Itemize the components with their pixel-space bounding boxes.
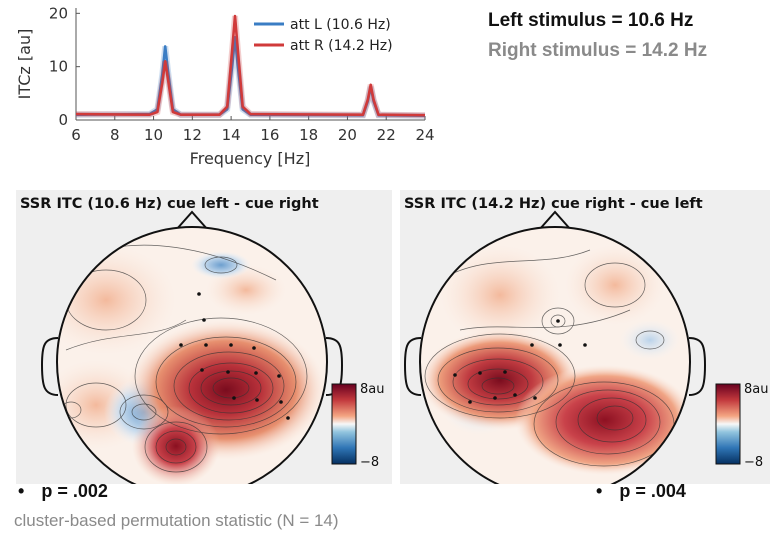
electrode-markers <box>179 292 290 420</box>
topomap-panel-left: SSR ITC (10.6 Hz) cue left - cue right <box>16 190 392 484</box>
bullet: • <box>596 481 603 501</box>
series-line-1 <box>75 14 426 117</box>
colorbar-left <box>331 383 357 465</box>
x-axis-label: Frequency [Hz] <box>190 149 311 168</box>
head-nose <box>175 210 209 231</box>
spectrum-legend: att L (10.6 Hz) att R (14.2 Hz) <box>254 17 393 54</box>
head-outline <box>56 226 328 484</box>
topomap-title-right: SSR ITC (14.2 Hz) cue right - cue left <box>404 196 703 212</box>
p-value-right: • p = .004 <box>596 481 686 502</box>
p-value-right-text: p = .004 <box>619 481 686 501</box>
x-tick-marks: 6 8 10 12 14 16 18 20 22 24 <box>71 116 435 144</box>
y-tick-label: 20 <box>49 4 68 22</box>
x-tick-label: 16 <box>260 126 279 144</box>
colorbar-right <box>715 383 741 465</box>
topomap-title-left: SSR ITC (10.6 Hz) cue left - cue right <box>20 196 319 212</box>
legend-label-att-r: att R (14.2 Hz) <box>290 38 393 54</box>
footnote: cluster-based permutation statistic (N =… <box>14 511 339 530</box>
electrode-markers <box>453 319 587 404</box>
x-tick-label: 18 <box>299 126 318 144</box>
x-tick-label: 24 <box>415 126 434 144</box>
p-value-left: • p = .002 <box>18 481 108 502</box>
x-tick-label: 20 <box>338 126 357 144</box>
y-tick-label: 10 <box>49 58 68 76</box>
x-tick-label: 8 <box>110 126 120 144</box>
x-tick-label: 10 <box>144 126 163 144</box>
x-tick-label: 6 <box>71 126 81 144</box>
colorbar-min-right: −8 <box>744 455 763 470</box>
head-outline <box>419 226 691 484</box>
x-tick-label: 22 <box>377 126 396 144</box>
colorbar-max-right: 8au <box>744 382 768 397</box>
head-ear-left <box>403 337 422 396</box>
topomap-panel-right: SSR ITC (14.2 Hz) cue right - cue left <box>400 190 770 484</box>
legend-label-att-l: att L (10.6 Hz) <box>290 17 391 33</box>
y-axis-label: ITCz [au] <box>15 29 34 100</box>
y-tick-marks: 0 10 20 <box>49 4 80 129</box>
y-tick-label: 0 <box>58 111 68 129</box>
x-tick-label: 12 <box>183 126 202 144</box>
x-tick-label: 14 <box>222 126 241 144</box>
head-nose <box>538 210 572 231</box>
left-stimulus-label: Left stimulus = 10.6 Hz <box>488 10 694 31</box>
colorbar-max-left: 8au <box>360 382 384 397</box>
bullet: • <box>18 481 25 501</box>
spectrum-axes <box>75 8 425 121</box>
series-lines <box>75 14 426 119</box>
right-stimulus-label: Right stimulus = 14.2 Hz <box>488 40 708 61</box>
colorbar-min-left: −8 <box>360 455 379 470</box>
head-ear-right <box>688 337 707 396</box>
scalp-map <box>420 227 690 484</box>
p-value-left-text: p = .002 <box>41 481 108 501</box>
head-ear-left <box>40 337 59 396</box>
